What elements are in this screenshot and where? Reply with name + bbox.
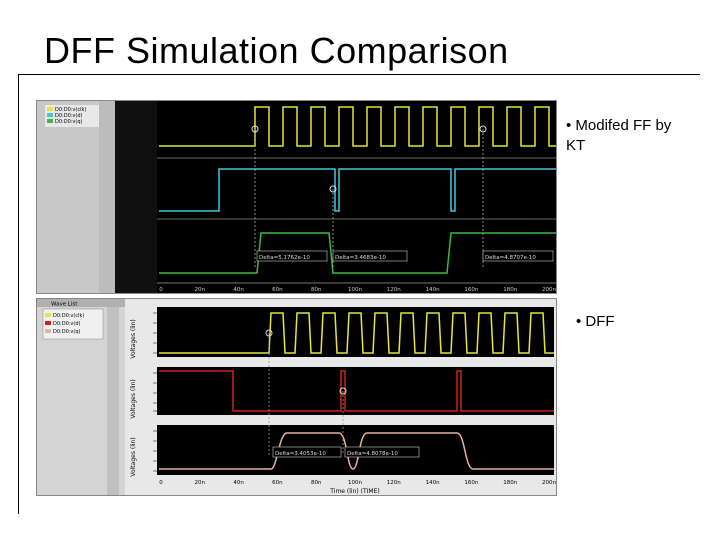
top-x-tick: 160n (464, 287, 478, 293)
title-divider (18, 74, 700, 75)
bottom-x-tick: 120n (387, 480, 401, 486)
top-wave-item-1[interactable]: D0:D0:v(clk) (55, 107, 86, 113)
top-wave-color-2 (47, 113, 53, 117)
bottom-x-tick: 60n (272, 480, 283, 486)
bottom-wave-color-3 (45, 329, 51, 333)
top-measure-label-2: Delta=3.4683e-10 (335, 255, 386, 261)
top-wave-item-2[interactable]: D0:D0:v(d) (55, 113, 83, 119)
bottom-wave-color-2 (45, 321, 51, 325)
bottom-wave-item-3[interactable]: D0:D0:v(q) (53, 329, 81, 335)
top-x-axis: 0 20n 40n 60n 80n 100n 120n 140n 160n 180n 200n (159, 287, 556, 293)
bottom-x-axis: 0 20n 40n 60n 80n 100n 120n 140n 160n 180n 200n (159, 480, 556, 486)
bottom-x-tick: 160n (464, 480, 478, 486)
bottom-wave-color-1 (45, 313, 51, 317)
bullet-modified-ff: • Modifed FF by KT (566, 117, 672, 154)
top-waveform-canvas: D0:D0:v(clk) D0:D0:v(d) D0:D0:v(q) Delta… (37, 101, 556, 293)
bottom-measure-label-1: Delta=3.4053e-10 (275, 451, 326, 457)
top-x-tick: 200n (542, 287, 556, 293)
bottom-plot-clk (157, 307, 554, 357)
top-x-tick: 120n (387, 287, 401, 293)
bottom-x-tick: 100n (348, 480, 362, 486)
bottom-x-tick: 80n (311, 480, 322, 486)
top-x-tick: 180n (503, 287, 517, 293)
bottom-x-tick: 20n (195, 480, 206, 486)
top-x-tick: 60n (272, 287, 283, 293)
bottom-wave-list-title: Wave List (51, 302, 78, 308)
top-x-tick: 80n (311, 287, 322, 293)
bottom-x-tick: 180n (503, 480, 517, 486)
bottom-wave-item-2[interactable]: D0:D0:v(d) (53, 321, 81, 327)
bottom-x-tick: 40n (233, 480, 244, 486)
bottom-waveform-canvas: Wave List D0:D0:v(clk) D0:D0:v(d) D0:D0:… (37, 299, 556, 495)
bottom-plot-d (157, 367, 554, 415)
bottom-y-label-3: Voltages (lin) (130, 437, 137, 476)
top-x-tick: 40n (233, 287, 244, 293)
bullet-dff: • DFF (576, 313, 615, 330)
top-waveform-viewer: D0:D0:v(clk) D0:D0:v(d) D0:D0:v(q) Delta… (36, 100, 557, 294)
top-x-tick: 140n (426, 287, 440, 293)
top-wave-item-3[interactable]: D0:D0:v(q) (55, 119, 83, 125)
bottom-wave-list-scrollbar[interactable] (107, 307, 119, 495)
bottom-measure-label-2: Delta=4.8078e-10 (347, 451, 398, 457)
bottom-x-tick: 140n (426, 480, 440, 486)
top-x-tick: 100n (348, 287, 362, 293)
bottom-x-tick: 200n (542, 480, 556, 486)
left-margin-line (18, 74, 19, 514)
bottom-y-label-2: Voltages (lin) (130, 379, 137, 418)
top-wave-color-3 (47, 119, 53, 123)
top-x-tick: 0 (159, 287, 163, 293)
top-measure-label-1: Delta=5.1762e-10 (259, 255, 310, 261)
top-wave-list-box (45, 105, 99, 127)
bottom-waveform-viewer: Wave List D0:D0:v(clk) D0:D0:v(d) D0:D0:… (36, 298, 557, 496)
bottom-wave-list-box (42, 308, 104, 340)
top-wave-color-1 (47, 107, 53, 111)
top-measure-label-3: Delta=4.8707e-10 (485, 255, 536, 261)
bottom-wave-item-1[interactable]: D0:D0:v(clk) (53, 313, 84, 319)
bottom-y-label-1: Voltages (lin) (130, 319, 137, 358)
top-wave-list-scrollbar[interactable] (99, 101, 115, 293)
slide-title: DFF Simulation Comparison (44, 30, 509, 71)
bottom-x-axis-label: Time (lin) (TIME) (329, 488, 379, 495)
bottom-x-tick: 0 (159, 480, 163, 486)
top-x-tick: 20n (195, 287, 206, 293)
